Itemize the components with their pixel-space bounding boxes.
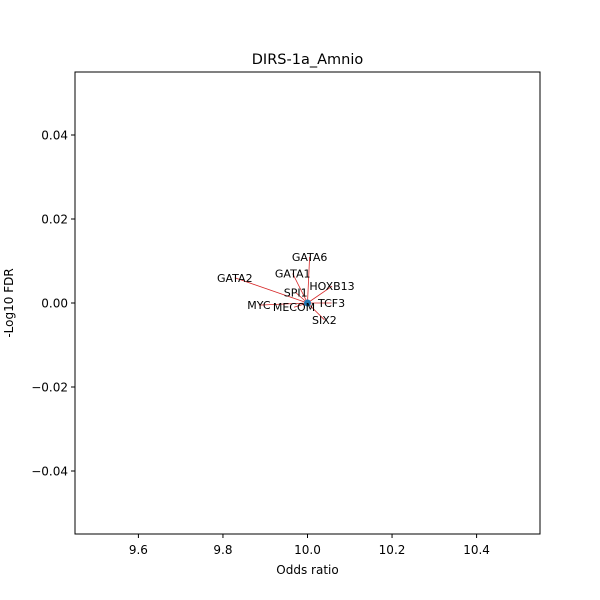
annotation-label: MYC — [247, 299, 271, 312]
x-axis: 9.6 9.8 10.0 10.2 10.4 — [129, 534, 490, 557]
annotation-connector — [234, 277, 308, 304]
data-point — [304, 299, 311, 307]
annotation-connector — [307, 302, 325, 321]
annotation-connector — [292, 273, 308, 304]
annotation-label: HOXB13 — [309, 280, 354, 293]
y-tick-label: 0.02 — [41, 213, 68, 227]
y-tick-label: 0.04 — [41, 129, 68, 143]
annotation-label: GATA1 — [275, 268, 311, 281]
x-tick-label: 10.4 — [463, 543, 490, 557]
x-tick-label: 9.8 — [213, 543, 232, 557]
x-tick-label: 10.2 — [379, 543, 406, 557]
annotation-label: SPI1 — [284, 287, 308, 300]
chart-title: DIRS-1a_Amnio — [252, 52, 364, 68]
annotation-label: GATA6 — [292, 251, 328, 264]
y-tick-label: −0.02 — [31, 381, 68, 395]
annotation-label: TCF3 — [317, 297, 345, 310]
y-tick-label: −0.04 — [31, 465, 68, 479]
y-axis-title: -Log10 FDR — [2, 268, 16, 337]
annotation-connector — [307, 285, 333, 304]
y-tick-label: 0.00 — [41, 297, 68, 311]
x-axis-title: Odds ratio — [276, 563, 338, 577]
y-axis: 0.04 0.02 0.00 −0.02 −0.04 — [31, 129, 75, 479]
x-tick-label: 9.6 — [129, 543, 148, 557]
annotation-label: GATA2 — [217, 272, 253, 285]
x-tick-label: 10.0 — [294, 543, 321, 557]
annotation-connector — [258, 302, 308, 306]
annotation-label: MECOM — [273, 301, 315, 314]
data-points — [304, 299, 311, 307]
annotation-connector — [307, 256, 311, 304]
annotation-label: SIX2 — [312, 314, 337, 327]
